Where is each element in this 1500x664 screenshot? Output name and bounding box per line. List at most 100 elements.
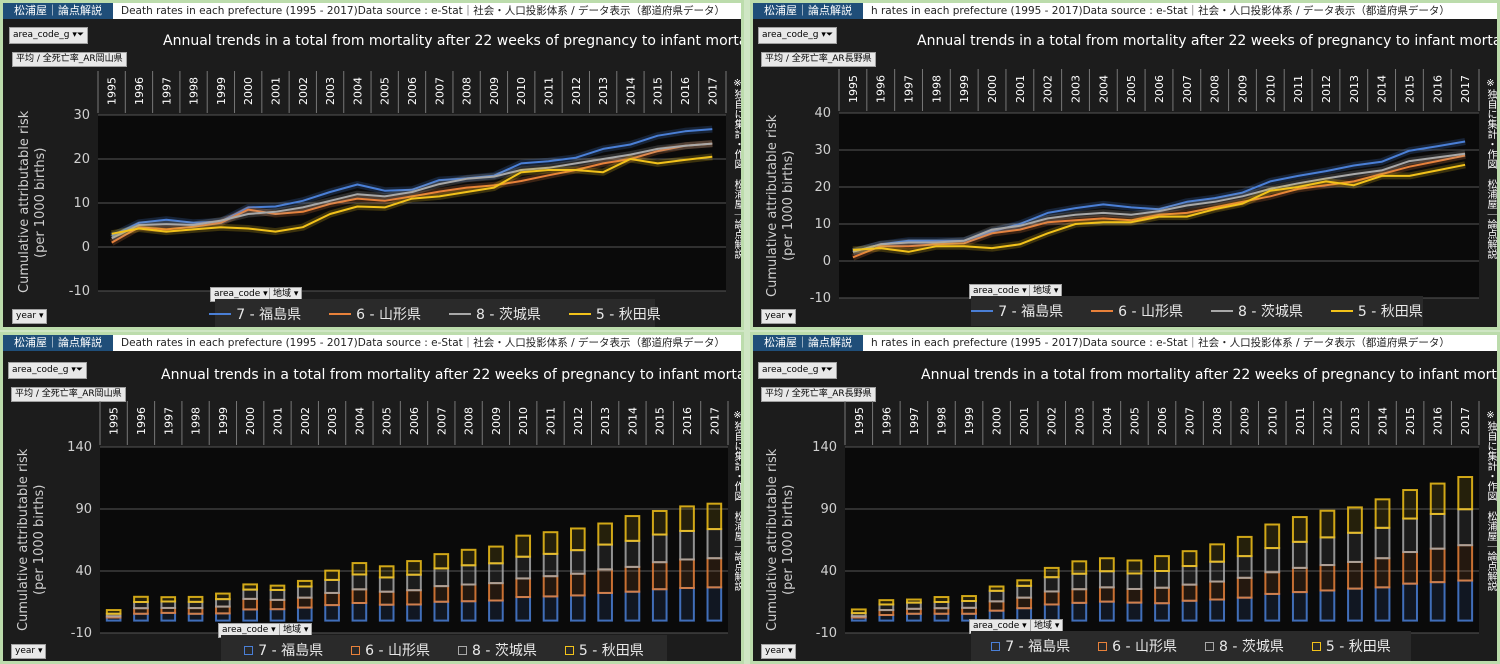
x-tick-label: 2013 bbox=[1349, 407, 1362, 435]
bar-segment bbox=[1457, 579, 1474, 622]
bar-segment bbox=[1071, 588, 1088, 604]
bar-segment bbox=[1402, 551, 1418, 585]
legend-swatch bbox=[458, 645, 467, 655]
x-tick-label: 1997 bbox=[162, 407, 175, 435]
region-field-button[interactable]: 地域 ▾ bbox=[1029, 284, 1063, 299]
y-tick-label: 0 bbox=[82, 240, 90, 255]
x-tick-label: 2013 bbox=[1348, 75, 1361, 103]
area-code-g-filter-button[interactable]: area_code_g ▾⏷ bbox=[758, 27, 838, 44]
x-tick-label: 2004 bbox=[351, 77, 364, 105]
legend-item: 6 - 山形県 bbox=[1091, 301, 1183, 321]
x-tick-label: 2009 bbox=[1236, 75, 1249, 103]
panel-subtitle: Death rates in each prefecture (1995 - 2… bbox=[121, 337, 725, 349]
bar-segment bbox=[1016, 579, 1033, 587]
bar-segment bbox=[597, 522, 613, 546]
vertical-note: ※独自に集計・作図 松浦屋｜論点解説 bbox=[1485, 78, 1496, 259]
bar-segment bbox=[215, 612, 231, 622]
area-code-g-filter-button[interactable]: area_code_g ▾⏷ bbox=[8, 362, 88, 379]
bar-segment bbox=[597, 591, 613, 622]
year-field-button[interactable]: year ▾ bbox=[11, 644, 47, 659]
legend-item: 7 - 福島県 bbox=[991, 636, 1070, 656]
filter-icon: ▾⏷ bbox=[821, 30, 834, 40]
x-tick-label: 2004 bbox=[1097, 75, 1110, 103]
bar-segment bbox=[1016, 584, 1033, 599]
bar-segment bbox=[933, 596, 950, 604]
x-tick-label: 2000 bbox=[991, 407, 1004, 435]
year-field-button[interactable]: year ▾ bbox=[761, 309, 797, 324]
x-tick-label: 2013 bbox=[597, 77, 610, 105]
x-tick-label: 2008 bbox=[463, 407, 476, 435]
year-field-button[interactable]: year ▾ bbox=[761, 644, 797, 659]
legend-swatch bbox=[1330, 310, 1353, 312]
chart-panel-top-left: 松浦屋｜論点解説 Death rates in each prefecture … bbox=[0, 0, 744, 330]
bar-segment bbox=[242, 588, 258, 600]
x-tick-label: 2011 bbox=[1294, 407, 1307, 435]
legend-item: 6 - 山形県 bbox=[351, 640, 430, 660]
area-average-chip: 平均 / 全死亡率_AR長野県 bbox=[761, 387, 876, 402]
brand-label: 松浦屋｜論点解説 bbox=[3, 3, 113, 19]
x-tick-label: 2008 bbox=[1211, 407, 1224, 435]
bar-segment bbox=[433, 567, 450, 588]
bar-segment bbox=[1429, 482, 1446, 515]
year-label: year bbox=[15, 646, 36, 656]
bar-segment bbox=[1071, 572, 1088, 591]
bar-segment bbox=[351, 573, 368, 591]
series-line bbox=[111, 142, 713, 240]
bar-segment bbox=[460, 548, 477, 567]
x-tick-label: 2006 bbox=[408, 407, 421, 435]
bar-segment bbox=[515, 577, 532, 599]
chart-legend: 7 - 福島県 6 - 山形県 8 - 茨城県 5 - 秋田県 bbox=[971, 631, 1411, 661]
legend-label: 7 - 福島県 bbox=[1005, 639, 1071, 655]
x-tick-label: 2008 bbox=[1209, 75, 1222, 103]
bar-segment bbox=[1319, 589, 1336, 622]
x-tick-label: 1996 bbox=[133, 77, 146, 105]
x-tick-label: 1998 bbox=[188, 77, 201, 105]
bar-segment bbox=[651, 588, 668, 622]
bar-segment bbox=[351, 601, 368, 622]
x-tick-label: 2007 bbox=[1184, 407, 1197, 435]
bar-segment bbox=[215, 598, 231, 608]
area-code-g-filter-button[interactable]: area_code_g ▾⏷ bbox=[9, 27, 89, 44]
bar-segment bbox=[160, 611, 177, 622]
dropdown-icon: ▾ bbox=[1052, 621, 1060, 631]
x-tick-label: 2012 bbox=[1321, 407, 1334, 435]
bar-segment bbox=[1347, 587, 1363, 622]
area-code-g-label: area_code_g bbox=[13, 30, 70, 40]
legend-label: 7 - 福島県 bbox=[236, 307, 302, 323]
bar-segment bbox=[296, 585, 313, 599]
bar-segment bbox=[133, 595, 149, 603]
y-tick-label: 40 bbox=[814, 106, 831, 121]
x-tick-label: 2015 bbox=[1404, 407, 1417, 435]
x-tick-label: 1997 bbox=[903, 75, 916, 103]
region-field-button[interactable]: 地域 ▾ bbox=[279, 623, 313, 638]
x-tick-label: 2010 bbox=[1264, 75, 1277, 103]
area-code-g-filter-button[interactable]: area_code_g ▾⏷ bbox=[758, 362, 838, 379]
bar-segment bbox=[324, 578, 340, 594]
x-tick-label: 2009 bbox=[490, 407, 503, 435]
bar-segment bbox=[651, 509, 668, 536]
bar-segment bbox=[624, 515, 641, 542]
bar-segment bbox=[1098, 570, 1115, 589]
x-tick-label: 1996 bbox=[880, 407, 893, 435]
area-code-g-label: area_code_g bbox=[12, 365, 69, 375]
legend-swatch bbox=[1091, 310, 1114, 312]
x-tick-label: 2003 bbox=[1070, 75, 1083, 103]
bar-segment bbox=[850, 608, 867, 615]
bar-segment bbox=[1291, 591, 1308, 622]
bar-segment bbox=[1374, 526, 1391, 560]
x-tick-label: 2016 bbox=[679, 77, 692, 105]
year-label: year bbox=[765, 311, 786, 321]
x-tick-label: 2012 bbox=[572, 407, 585, 435]
year-field-button[interactable]: year ▾ bbox=[12, 309, 48, 324]
x-tick-label: 2017 bbox=[706, 77, 719, 105]
chart-title: Annual trends in a total from mortality … bbox=[161, 367, 744, 383]
y-tick-label: 20 bbox=[814, 180, 831, 195]
bar-segment bbox=[351, 562, 368, 576]
x-tick-label: 2006 bbox=[406, 77, 419, 105]
bar-segment bbox=[378, 590, 395, 606]
legend-swatch bbox=[449, 313, 471, 315]
x-tick-label: 2007 bbox=[433, 77, 446, 105]
x-tick-label: 2000 bbox=[244, 407, 257, 435]
series-line bbox=[852, 140, 1466, 253]
x-tick-label: 2005 bbox=[381, 407, 394, 435]
